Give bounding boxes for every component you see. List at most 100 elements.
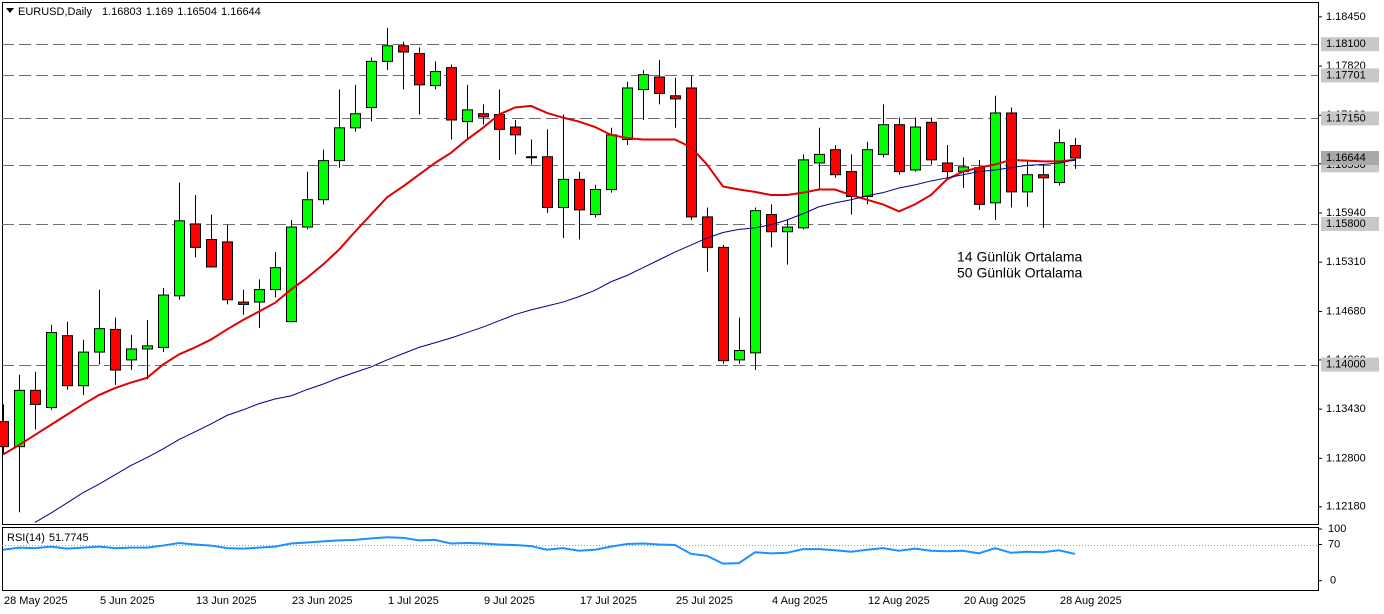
x-tick-label: 25 Jul 2025 [676, 595, 733, 607]
rsi-header: RSI(14) 51.7745 [7, 532, 89, 544]
y-tick-label: 0 [1330, 575, 1336, 587]
chart-header: EURUSD,Daily 1.16803 1.169 1.16504 1.16644 [18, 6, 261, 18]
rsi-value: 51.7745 [49, 532, 89, 544]
x-tick-label: 12 Aug 2025 [868, 595, 930, 607]
level-label-box [1321, 111, 1379, 126]
bull-candle [302, 199, 313, 228]
rsi-title: RSI(14) [7, 532, 45, 544]
bull-candle [814, 153, 825, 164]
x-tick-label: 28 Aug 2025 [1060, 595, 1122, 607]
bear-candle [62, 335, 73, 387]
x-tick-label: 20 Aug 2025 [964, 595, 1026, 607]
bear-candle [446, 67, 457, 121]
bull-candle [270, 267, 281, 291]
moving-average [2, 104, 1076, 456]
bear-candle [526, 156, 537, 159]
bear-candle [926, 121, 937, 161]
bear-candle [1006, 112, 1017, 193]
y-tick-label: 1.12800 [1326, 452, 1366, 464]
bear-candle [190, 223, 201, 248]
rsi-line [2, 536, 1076, 565]
bull-candle [734, 350, 745, 361]
bull-candle [174, 220, 185, 297]
level-label: 1.17701 [1326, 69, 1366, 81]
level-label: 1.14000 [1326, 358, 1366, 370]
annotation: 50 Günlük Ortalama [957, 265, 1082, 281]
annotation: 14 Günlük Ortalama [957, 249, 1082, 265]
bull-candle [126, 348, 137, 361]
bull-candle [254, 289, 265, 303]
ohlc-open: 1.16803 [102, 6, 142, 18]
bull-candle [430, 71, 441, 87]
bear-candle [654, 76, 665, 94]
bull-candle [318, 160, 329, 201]
bear-candle [478, 113, 489, 118]
x-tick-label: 5 Jun 2025 [100, 595, 154, 607]
menu-arrow [6, 8, 14, 13]
bear-candle [398, 45, 409, 53]
bear-candle [414, 53, 425, 86]
bear-candle [670, 95, 681, 100]
level-label: 1.15800 [1326, 218, 1366, 230]
bull-candle [910, 126, 921, 171]
level-label-box [1321, 68, 1379, 83]
y-tick-label: 1.15940 [1326, 207, 1366, 219]
x-tick-label: 1 Jul 2025 [388, 595, 439, 607]
ohlc-high: 1.169 [146, 6, 174, 18]
bull-candle [558, 178, 569, 209]
bear-candle [702, 216, 713, 248]
price-marker [1321, 150, 1379, 165]
bull-candle [46, 332, 57, 409]
bear-candle [1070, 145, 1081, 159]
x-tick-label: 9 Jul 2025 [484, 595, 535, 607]
bull-candle [350, 113, 361, 129]
bear-candle [846, 171, 857, 198]
symbol: EURUSD,Daily [18, 6, 92, 18]
bear-candle [830, 149, 841, 176]
bear-candle [222, 241, 233, 301]
bull-candle [622, 87, 633, 141]
bull-candle [366, 60, 377, 108]
bear-candle [894, 124, 905, 173]
bull-candle [990, 112, 1001, 204]
bull-candle [638, 74, 649, 91]
bear-candle [0, 421, 9, 448]
x-tick-label: 13 Jun 2025 [196, 595, 257, 607]
bull-candle [94, 328, 105, 353]
y-tick-label: 1.14680 [1326, 305, 1366, 317]
x-tick-label: 17 Jul 2025 [580, 595, 637, 607]
bear-candle [974, 167, 985, 205]
y-tick-label: 70 [1328, 538, 1340, 550]
bull-candle [142, 345, 153, 350]
bear-candle [718, 246, 729, 362]
level-label-box [1321, 357, 1379, 372]
bull-candle [878, 124, 889, 155]
bull-candle [334, 127, 345, 162]
bull-candle [750, 210, 761, 354]
y-tick-label: 1.13430 [1326, 403, 1366, 415]
bull-candle [382, 45, 393, 62]
y-tick-label: 1.12180 [1326, 501, 1366, 513]
bull-candle [158, 294, 169, 348]
bear-candle [1038, 174, 1049, 179]
y-tick-label: 1.15310 [1326, 256, 1366, 268]
bull-candle [590, 189, 601, 216]
x-tick-label: 4 Aug 2025 [772, 595, 828, 607]
bear-candle [542, 156, 553, 209]
bull-candle [286, 226, 297, 323]
level-label: 1.18100 [1326, 38, 1366, 50]
y-tick-label: 100 [1328, 523, 1346, 535]
level-label-box [1321, 37, 1379, 52]
rsi-last: 51.7745 [49, 532, 89, 544]
rsi-panel [2, 527, 1319, 591]
bear-candle [110, 328, 121, 371]
bull-candle [782, 226, 793, 233]
x-tick-label: 23 Jun 2025 [292, 595, 353, 607]
bull-candle [462, 109, 473, 123]
bull-candle [78, 351, 89, 387]
bull-candle [862, 149, 873, 198]
ohlc-values: 1.16803 1.169 1.16504 1.16644 [102, 6, 261, 18]
level-label: 1.17150 [1326, 112, 1366, 124]
bear-candle [574, 178, 585, 211]
